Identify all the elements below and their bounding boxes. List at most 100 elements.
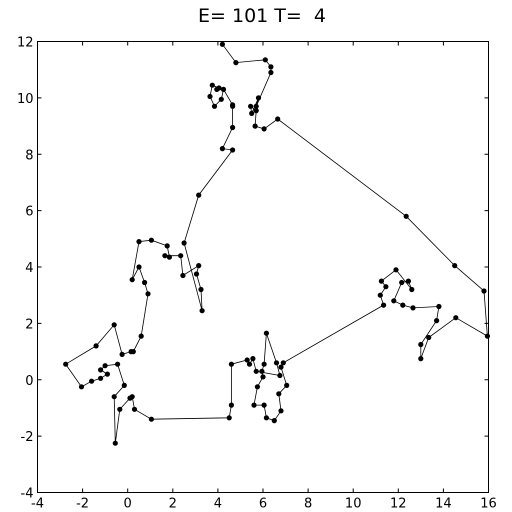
data-point	[399, 279, 405, 286]
x-tick-label: 12	[390, 497, 407, 512]
data-point	[117, 406, 123, 412]
data-point	[198, 286, 204, 293]
data-point	[259, 368, 265, 374]
x-axis: -4 -2 0 2 4 6 8 10 12 14 16	[31, 41, 497, 512]
y-tick-label: 4	[25, 261, 33, 276]
data-point	[378, 278, 384, 284]
data-point	[248, 103, 254, 109]
data-point	[260, 374, 266, 380]
data-point	[145, 291, 151, 297]
data-point	[136, 239, 142, 245]
y-tick-label: 12	[17, 36, 34, 51]
data-point	[244, 357, 250, 363]
data-point	[131, 406, 138, 412]
data-point	[255, 95, 262, 101]
data-point	[138, 333, 144, 339]
data-point	[228, 402, 234, 408]
data-point	[271, 418, 277, 424]
data-point	[418, 356, 424, 362]
data-point	[426, 334, 432, 341]
data-point	[209, 82, 215, 88]
data-point	[148, 237, 154, 243]
data-point	[104, 371, 110, 377]
data-point	[130, 349, 136, 355]
data-point	[484, 333, 490, 339]
data-point	[233, 60, 239, 66]
data-point	[214, 86, 220, 92]
data-point	[391, 298, 397, 304]
y-tick-label: 6	[25, 205, 33, 220]
data-point	[129, 277, 135, 283]
data-point	[381, 302, 387, 308]
data-point	[230, 102, 236, 108]
data-series	[63, 41, 490, 446]
data-point	[162, 253, 168, 259]
data-point	[228, 361, 234, 367]
data-point	[121, 382, 127, 388]
data-point	[409, 286, 415, 293]
data-point	[148, 416, 154, 422]
data-point	[263, 415, 269, 421]
data-point	[115, 361, 121, 367]
x-tick-label: 6	[259, 497, 267, 512]
data-point	[436, 303, 442, 310]
data-point	[98, 367, 104, 373]
data-point	[219, 146, 225, 152]
data-point	[98, 375, 104, 381]
y-tick-label: -2	[21, 430, 34, 445]
data-point	[278, 408, 284, 414]
data-point	[261, 361, 267, 367]
data-point	[142, 279, 148, 286]
data-point	[400, 302, 406, 308]
data-point	[193, 271, 200, 277]
data-point	[196, 192, 202, 198]
data-point	[78, 384, 85, 390]
data-point	[112, 440, 118, 446]
y-tick-label: 10	[17, 92, 34, 107]
data-point	[111, 394, 117, 400]
data-point	[230, 147, 236, 153]
data-point	[252, 123, 258, 129]
data-point	[418, 341, 424, 348]
data-point	[111, 322, 117, 328]
x-tick-label: 0	[124, 497, 132, 512]
plot-area-frame	[37, 41, 489, 493]
data-point	[403, 213, 409, 219]
data-point	[261, 126, 267, 132]
data-point	[278, 364, 284, 370]
data-point	[253, 103, 259, 109]
data-point	[119, 351, 125, 357]
data-point	[383, 284, 389, 290]
data-point	[136, 264, 142, 270]
data-point	[93, 343, 99, 349]
data-point	[273, 360, 280, 366]
data-point	[377, 292, 383, 298]
data-point	[261, 402, 267, 408]
x-tick-label: 14	[435, 497, 452, 512]
data-point	[220, 86, 227, 92]
data-point	[181, 240, 187, 246]
data-point	[393, 267, 399, 273]
data-point	[250, 356, 256, 362]
data-point	[127, 395, 133, 401]
data-point	[481, 288, 487, 294]
data-point	[280, 360, 286, 366]
chart-title: E= 101 T= 4	[198, 5, 326, 27]
y-tick-label: 2	[25, 317, 33, 332]
data-point	[405, 278, 411, 284]
data-point	[196, 263, 202, 269]
data-point	[277, 372, 283, 379]
data-point	[284, 382, 290, 388]
data-point	[453, 315, 459, 321]
data-point	[263, 330, 269, 336]
data-point	[199, 308, 205, 314]
data-point	[219, 41, 225, 47]
data-point	[178, 253, 184, 259]
data-point	[434, 318, 440, 324]
data-point	[251, 402, 257, 408]
data-point	[276, 391, 282, 397]
y-tick-label: -4	[21, 487, 34, 502]
data-point	[452, 263, 458, 269]
data-point	[253, 368, 259, 374]
